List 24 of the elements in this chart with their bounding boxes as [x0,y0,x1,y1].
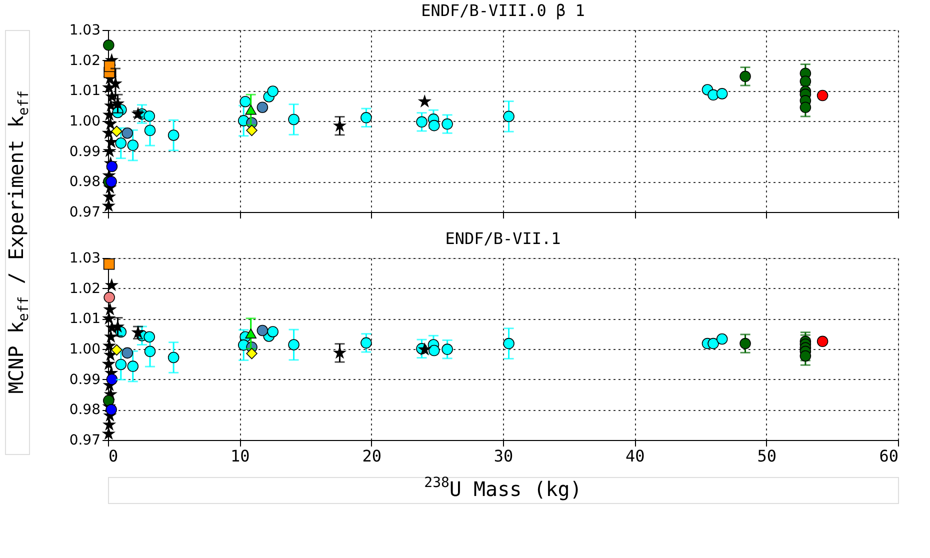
y-tick-label: 1.02 [69,52,100,69]
chart-title: ENDF/B-VII.1 [445,229,561,248]
y-tick-label: 1.03 [69,250,100,266]
x-tick-label: 0 [108,446,118,466]
y-tick-label: 0.99 [69,144,100,160]
x-tick-label: 60 [879,446,898,466]
y-tick-label: 1.00 [69,342,100,358]
chart-title: ENDF/B-VIII.0 β 1 [421,1,585,20]
y-tick-label: 1.03 [69,22,100,38]
y-tick-label: 1.00 [69,114,100,130]
y-axis-title: MCNP keff / Experiment keff [4,90,32,394]
y-tick-label: 1.01 [69,83,100,100]
x-tick-label: 20 [362,446,382,466]
y-tick-label: 1.02 [69,280,100,297]
y-tick-label: 1.01 [69,311,100,328]
x-tick-label: 40 [626,446,645,466]
x-tick-label: 50 [757,446,776,466]
x-tick-label: 10 [230,446,250,466]
y-tick-label: 0.98 [69,402,100,418]
y-tick-label: 0.97 [69,204,100,220]
y-tick-label: 0.99 [69,372,100,388]
y-tick-label: 0.97 [69,432,100,448]
y-tick-label: 0.98 [69,174,100,190]
x-tick-label: 30 [494,446,514,466]
